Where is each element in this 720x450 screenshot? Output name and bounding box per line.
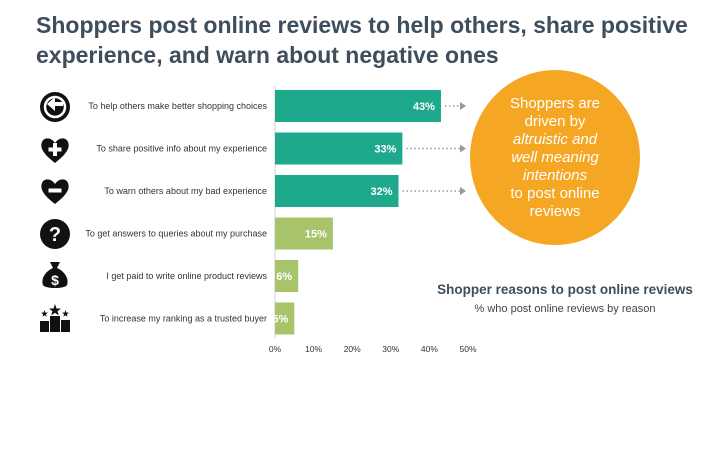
bubble-line: intentions	[522, 166, 588, 184]
money-bag-icon: $	[42, 262, 68, 288]
x-tick-label: 50%	[459, 344, 476, 354]
chart-caption: Shopper reasons to post online reviews %…	[420, 282, 710, 315]
bar-value-label: 15%	[305, 229, 327, 241]
bubble-line: well meaning	[511, 148, 599, 166]
callout-arrow-head	[460, 187, 466, 195]
callout-bubble: Shoppers are driven by altruistic and we…	[470, 70, 640, 245]
bar-value-label: 6%	[276, 271, 292, 283]
podium-stars-icon	[40, 304, 70, 332]
bubble-line: altruistic and	[512, 130, 598, 148]
bar	[275, 302, 295, 335]
bubble-line: Shoppers are	[509, 94, 601, 112]
x-tick-label: 0%	[269, 344, 282, 354]
bar	[275, 175, 399, 207]
callout-arrow-head	[460, 144, 466, 153]
bar	[275, 132, 403, 165]
category-label: To share positive info about my experien…	[96, 144, 267, 154]
bubble-line: to post online	[510, 184, 600, 202]
bar-value-label: 5%	[272, 314, 288, 326]
heart-plus-icon	[41, 138, 69, 163]
x-tick-label: 30%	[382, 344, 399, 354]
page-title: Shoppers post online reviews to help oth…	[36, 12, 688, 68]
category-label: To help others make better shopping choi…	[88, 101, 267, 111]
callout-arrow-head	[460, 102, 466, 110]
caption-subtitle: % who post online reviews by reason	[474, 303, 656, 315]
x-tick-label: 20%	[344, 344, 361, 354]
bar-value-label: 32%	[370, 186, 392, 198]
bar	[275, 90, 441, 122]
bubble-line: driven by	[524, 112, 586, 130]
x-tick-label: 40%	[421, 344, 438, 354]
bar	[275, 217, 333, 250]
category-label: To get answers to queries about my purch…	[85, 229, 267, 239]
smiley-up-icon	[40, 92, 70, 122]
heart-minus-icon	[41, 179, 69, 204]
category-label: To warn others about my bad experience	[104, 186, 267, 196]
caption-title: Shopper reasons to post online reviews	[437, 282, 693, 297]
bar-value-label: 43%	[413, 101, 435, 113]
category-label: I get paid to write online product revie…	[106, 271, 267, 281]
svg-text:$: $	[51, 272, 59, 288]
bar	[275, 260, 299, 292]
svg-text:?: ?	[49, 224, 61, 246]
bubble-line: reviews	[529, 202, 581, 220]
question-icon: ?	[40, 219, 70, 249]
x-tick-label: 10%	[305, 344, 322, 354]
bar-value-label: 33%	[374, 144, 396, 156]
category-label: To increase my ranking as a trusted buye…	[100, 314, 267, 324]
